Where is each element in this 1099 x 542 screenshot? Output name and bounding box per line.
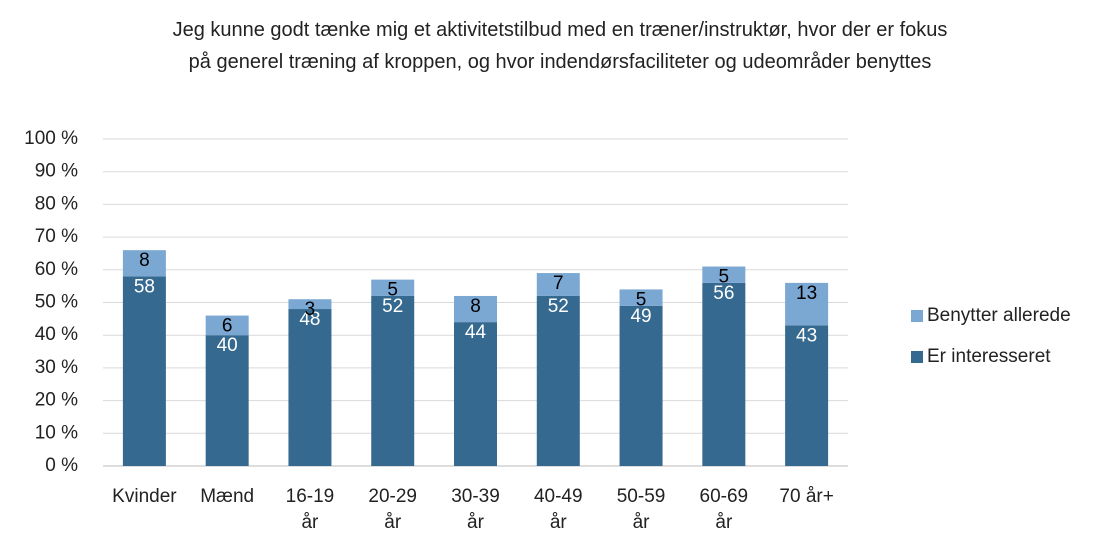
y-tick-label: 0 % <box>45 455 78 476</box>
data-label: 7 <box>553 273 564 294</box>
data-label: 8 <box>139 250 150 271</box>
bar-segment <box>205 315 249 336</box>
x-tick-label: 70 år+ <box>779 486 834 507</box>
legend-label: Er interesseret <box>927 346 1051 367</box>
data-label: 40 <box>217 335 238 356</box>
bar-segment <box>536 273 580 296</box>
y-tick-label: 100 % <box>24 128 78 149</box>
y-tick-label: 70 % <box>35 226 78 247</box>
bar-segment <box>288 299 332 310</box>
data-label: 56 <box>713 283 734 304</box>
y-tick-label: 40 % <box>35 324 78 345</box>
data-label: 5 <box>636 289 647 310</box>
legend-swatch <box>911 310 923 322</box>
data-label: 52 <box>548 296 569 317</box>
legend-swatch <box>911 351 923 363</box>
data-label: 13 <box>796 283 817 304</box>
bar-segment <box>122 276 166 466</box>
bar-segment <box>454 295 497 323</box>
data-label: 6 <box>222 316 233 337</box>
bar-segment <box>619 305 663 466</box>
x-tick-label: 50-59 år <box>616 486 666 533</box>
data-label: 8 <box>470 296 481 317</box>
data-label: 58 <box>134 276 155 297</box>
bar-segment <box>785 325 829 466</box>
y-tick-label: 80 % <box>35 193 78 214</box>
bar-segment <box>122 250 166 277</box>
bar-segment <box>702 266 746 283</box>
bar-segment <box>454 322 497 466</box>
y-tick-label: 20 % <box>35 390 78 411</box>
x-tick-label: 20-29 år <box>368 486 418 533</box>
bar-segment <box>371 279 415 296</box>
bar-segment <box>619 289 663 306</box>
y-tick-label: 10 % <box>35 422 78 443</box>
x-tick-label: 40-49 år <box>533 486 583 533</box>
data-label: 43 <box>796 325 817 346</box>
data-label: 48 <box>299 309 320 330</box>
data-label: 52 <box>382 296 403 317</box>
y-tick-label: 90 % <box>35 161 78 182</box>
data-label: 3 <box>305 299 316 320</box>
data-label: 5 <box>719 267 730 288</box>
data-label: 49 <box>630 306 651 327</box>
bar-segment <box>702 282 746 466</box>
y-tick-label: 30 % <box>35 357 78 378</box>
x-tick-label: Kvinder <box>112 486 177 507</box>
legend-label: Benytter allerede <box>927 305 1071 326</box>
bar-segment <box>205 335 249 466</box>
data-label: 5 <box>387 280 398 301</box>
bar-segment <box>371 295 415 466</box>
data-label: 44 <box>465 322 487 343</box>
x-tick-label: Mænd <box>200 486 255 507</box>
x-tick-label: 60-69 år <box>699 486 749 533</box>
x-tick-label: 30-39 år <box>451 486 500 533</box>
bar-segment <box>288 309 332 466</box>
bar-segment <box>536 295 580 466</box>
y-tick-label: 60 % <box>35 259 78 280</box>
bar-segment <box>785 282 829 326</box>
y-tick-label: 50 % <box>35 292 78 313</box>
chart-title: Jeg kunne godt tænke mig et aktivitetsti… <box>172 19 948 73</box>
x-tick-label: 16-19 år <box>285 486 335 533</box>
